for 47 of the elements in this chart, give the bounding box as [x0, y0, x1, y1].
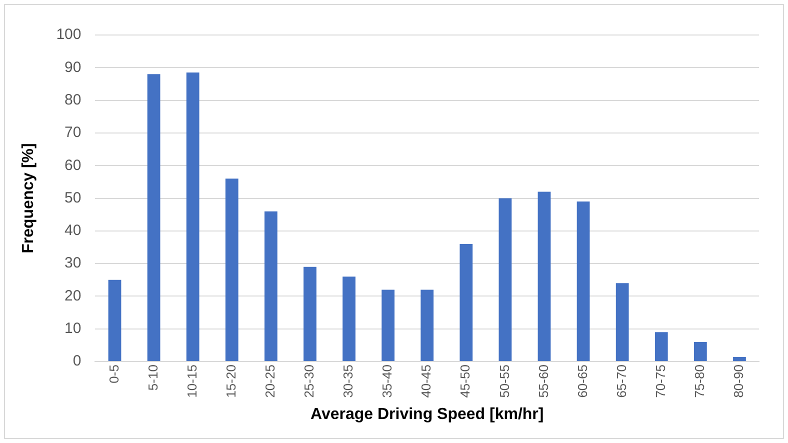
y-tick-label: 100 — [56, 26, 82, 44]
x-axis-title: Average Driving Speed [km/hr] — [310, 406, 544, 423]
x-tick-label: 15-20 — [223, 364, 238, 398]
x-tick-label: 40-45 — [418, 364, 434, 398]
y-tick-label: 80 — [64, 91, 82, 108]
x-tick-label: 20-25 — [262, 364, 278, 398]
bar — [108, 280, 122, 362]
bar — [498, 198, 512, 362]
y-tick-label: 50 — [64, 189, 82, 206]
x-tick-label: 30-35 — [340, 364, 356, 398]
bar — [186, 72, 200, 362]
x-tick-label: 70-75 — [652, 364, 668, 398]
bar — [694, 342, 707, 362]
y-tick-label: 60 — [64, 156, 82, 174]
bar — [382, 290, 395, 362]
x-tick-label: 65-70 — [614, 364, 629, 398]
x-tick-label: 50-55 — [496, 364, 512, 398]
y-tick-label: 40 — [64, 222, 82, 240]
y-tick-label: 20 — [64, 287, 82, 304]
y-tick-label: 30 — [64, 254, 82, 272]
y-tick-label: 10 — [64, 320, 82, 338]
x-tick-label: 75-80 — [692, 364, 708, 398]
bar — [460, 244, 473, 362]
bar — [304, 266, 316, 362]
y-tick-label: 90 — [64, 58, 82, 76]
bar — [420, 290, 434, 362]
bar — [654, 332, 668, 362]
bar — [616, 283, 629, 362]
x-tick-label: 80-90 — [731, 364, 746, 398]
x-tick-label: 25-30 — [302, 364, 317, 398]
x-tick-label: 35-40 — [380, 364, 395, 398]
bar — [538, 192, 551, 362]
bar — [733, 356, 746, 362]
bar — [147, 74, 160, 362]
x-tick-label: 5-10 — [145, 364, 160, 391]
bar — [576, 202, 590, 362]
x-tick-label: 45-50 — [458, 364, 473, 398]
bar — [342, 276, 356, 362]
y-tick-label: 0 — [72, 352, 82, 370]
x-tick-label: 55-60 — [536, 364, 551, 398]
x-tick-label: 0-5 — [106, 364, 122, 384]
y-axis-title: Frequency [%] — [20, 143, 38, 254]
x-tick-label: 60-65 — [574, 364, 590, 398]
bar — [225, 178, 238, 362]
y-tick-label: 70 — [64, 124, 82, 142]
x-tick-label: 10-15 — [184, 364, 200, 398]
bar — [264, 211, 278, 362]
